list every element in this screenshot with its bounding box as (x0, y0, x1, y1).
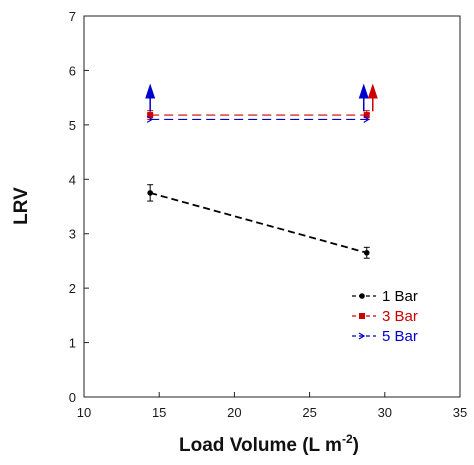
y-axis-title: LRV (11, 187, 32, 225)
y-tick-label-2: 2 (69, 281, 76, 296)
data-point-0-1 (363, 249, 370, 256)
legend-label-0: 1 Bar (382, 288, 418, 305)
x-tick-label-4: 30 (378, 405, 392, 420)
up-arrow-head-0 (145, 83, 156, 99)
up-arrow-head-2 (367, 83, 378, 99)
y-tick-label-5: 5 (69, 118, 76, 133)
y-tick-label-3: 3 (69, 227, 76, 242)
x-axis-title-main: Load Volume (L m (179, 435, 342, 456)
x-tick-label-0: 10 (77, 405, 91, 420)
y-tick-label-1: 1 (69, 336, 76, 351)
x-tick-label-5: 35 (453, 405, 467, 420)
up-arrow-head-1 (358, 83, 369, 99)
y-tick-label-0: 0 (69, 390, 76, 405)
x-tick-label-2: 20 (227, 405, 241, 420)
x-axis-title-end: ) (353, 435, 359, 456)
data-point-1-1 (363, 112, 370, 119)
data-point-0-0 (147, 190, 153, 196)
series-line-0 (149, 192, 367, 254)
y-tick-label-6: 6 (69, 63, 76, 78)
x-axis-title: Load Volume (L m-2) (179, 432, 359, 456)
x-axis-title-sup: -2 (342, 432, 353, 446)
x-tick-label-1: 15 (152, 405, 166, 420)
y-tick-label-7: 7 (69, 9, 76, 24)
legend: 1 Bar 3 Bar 5 Bar (352, 288, 418, 345)
data-point-2-0 (146, 115, 154, 123)
legend-marker-1 (359, 313, 365, 319)
y-tick-label-4: 4 (69, 172, 76, 187)
legend-marker-2 (358, 332, 366, 340)
legend-label-2: 5 Bar (382, 328, 418, 345)
data-point-1-0 (147, 112, 154, 119)
plot-frame (83, 15, 461, 398)
x-tick-label-3: 25 (302, 405, 316, 420)
legend-label-1: 3 Bar (382, 308, 418, 325)
data-point-2-1 (363, 115, 370, 123)
legend-marker-0 (359, 293, 365, 299)
plot-area: 10 15 20 25 30 35 0 1 2 3 4 5 6 7 (69, 9, 467, 420)
